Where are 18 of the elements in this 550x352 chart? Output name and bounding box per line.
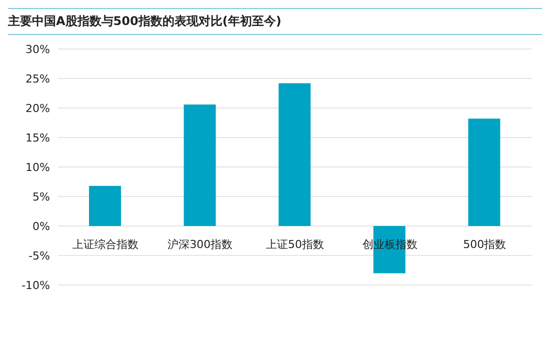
x-tick-label: 500指数 — [463, 238, 506, 251]
bar — [184, 104, 216, 226]
y-tick-label: 0% — [32, 220, 50, 233]
y-tick-label: 15% — [26, 131, 50, 144]
bar — [468, 118, 500, 226]
y-tick-label: -5% — [28, 249, 50, 262]
y-tick-label: 30% — [26, 42, 50, 56]
y-tick-label: 25% — [26, 72, 50, 86]
y-tick-label: 10% — [26, 160, 50, 174]
bar — [89, 186, 121, 226]
x-tick-label: 上证50指数 — [266, 238, 324, 251]
y-tick-label: 20% — [26, 102, 50, 115]
x-tick-label: 沪深300指数 — [168, 238, 233, 251]
bar — [278, 83, 311, 226]
y-tick-label: 5% — [32, 190, 50, 204]
x-tick-label: 上证综合指数 — [72, 238, 138, 251]
chart-title: 主要中国A股指数与500指数的表现对比(年初至今) — [8, 8, 542, 35]
y-tick-label: -10% — [22, 278, 50, 292]
